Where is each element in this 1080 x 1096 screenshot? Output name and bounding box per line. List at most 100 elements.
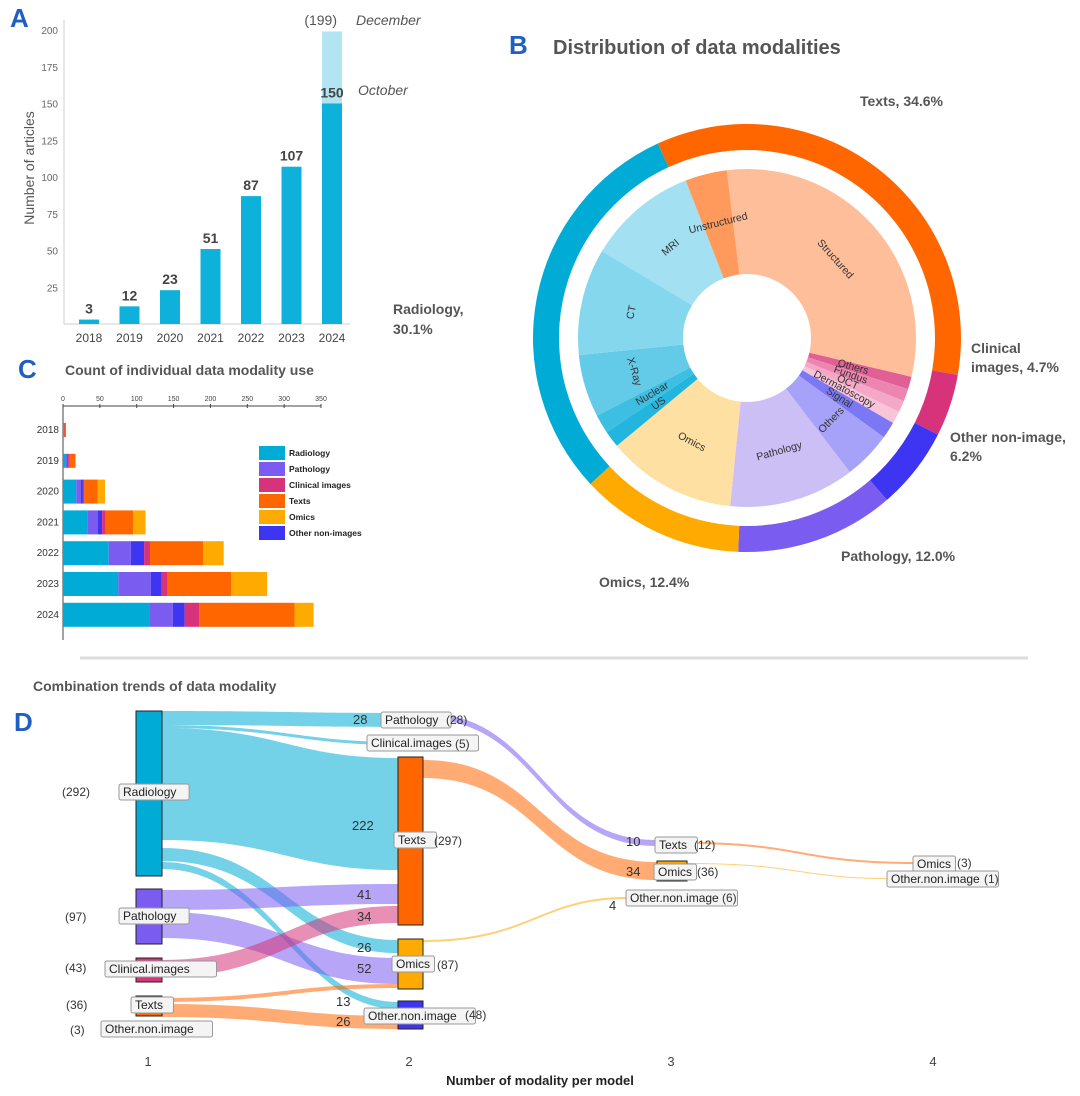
bar-2022-texts <box>149 541 204 566</box>
node-count: (5) <box>455 737 470 751</box>
x-tick-label: 2 <box>405 1054 412 1069</box>
panel-d: Combination trends of data modality D <box>14 678 999 1088</box>
legend-label-other-non-images: Other non-images <box>289 528 362 538</box>
current-note: October <box>358 82 409 98</box>
value-label: 107 <box>280 148 304 164</box>
y-tick-label: 2021 <box>37 517 60 528</box>
node-label-texts-col2: Texts (297) <box>393 831 462 849</box>
node-label-box <box>625 889 738 907</box>
y-tick-label: 2019 <box>37 456 60 467</box>
flow-value-label: 13 <box>336 994 350 1009</box>
inner-slice-unstructured <box>685 170 740 279</box>
outer-label-radiology: Radiology, 30.1% <box>393 301 464 337</box>
x-tick-label: 2023 <box>278 331 305 345</box>
node-label-text: Omics <box>396 957 430 971</box>
flow-value-label: 10 <box>626 834 640 849</box>
bar-2021-other-non-images <box>97 510 103 535</box>
node-count: (28) <box>446 713 467 727</box>
flow-value-label: 4 <box>609 898 616 913</box>
panel-b-title: Distribution of data modalities <box>553 37 841 59</box>
node-label-text: Texts <box>659 838 687 852</box>
bar-2018-clinical-images <box>63 423 65 437</box>
legend-swatch-radiology <box>259 446 285 460</box>
bar-2024 <box>322 103 342 324</box>
y-tick-label: 2024 <box>37 610 60 621</box>
sankey-node-labels: Radiology (292) Pathology (97) Clinical.imag… <box>62 711 999 1038</box>
bar-2023-radiology <box>63 572 119 596</box>
outer-slice-other-non-image <box>869 422 938 500</box>
legend-label-texts: Texts <box>289 496 311 506</box>
node-label-box <box>130 996 174 1014</box>
x-tick-label: 2022 <box>238 331 265 345</box>
outer-label-clinical-images: Clinical images, 4.7% <box>971 340 1059 375</box>
node-count: (97) <box>65 910 86 924</box>
outer-label-texts: Texts, 34.6% <box>860 93 944 109</box>
inner-slice-x-ray <box>578 344 691 416</box>
node-count: (297) <box>434 834 462 848</box>
node-label-radiology-col1: Radiology (292) <box>62 783 190 801</box>
node-label-text: Texts <box>135 998 163 1012</box>
x-tick-label: 350 <box>315 396 327 403</box>
sankey-links <box>162 711 915 1029</box>
inner-slice-fundus <box>806 357 909 402</box>
x-tick-label: 2024 <box>319 331 346 345</box>
node-label-text: Pathology <box>123 909 176 923</box>
node-count: (3) <box>957 856 972 870</box>
bar-2023 <box>281 166 302 324</box>
node-label-omics-col4: Omics (3) <box>912 855 972 873</box>
node-label-pathology-col1: Pathology (97) <box>65 907 190 925</box>
x-tick-label: 200 <box>205 396 217 403</box>
bar-2018-radiology <box>63 423 64 437</box>
link-radiology-texts <box>162 728 398 870</box>
flow-value-label: 26 <box>336 1014 350 1029</box>
bar-2019-clinical-images <box>68 453 70 468</box>
outer-ring <box>533 124 961 552</box>
node-count: (12) <box>694 838 715 852</box>
bar-2023-clinical-images <box>161 572 168 596</box>
bar-2021-texts <box>105 510 134 535</box>
legend-swatch-pathology <box>259 462 285 476</box>
y-tick-label: 175 <box>41 63 58 74</box>
outer-label-pathology: Pathology, 12.0% <box>841 548 956 564</box>
node-label-text: Other.non.image <box>630 891 719 905</box>
y-tick-label: 25 <box>47 283 59 294</box>
bar-2023-pathology <box>118 572 151 596</box>
node-label-box <box>366 734 479 752</box>
node-label-box <box>653 863 697 881</box>
panel-c-title: Count of individual data modality use <box>65 362 314 378</box>
inner-slice-us <box>606 373 698 446</box>
legend-label-omics: Omics <box>289 512 315 522</box>
link-texts-other <box>162 1004 398 1029</box>
panel-a: A Number of articles 2550751001251501752… <box>10 3 422 345</box>
value-label: 150 <box>320 85 344 101</box>
bar-2024-omics <box>294 602 314 627</box>
node-label-box <box>118 783 190 801</box>
inner-slice-oct <box>804 361 904 412</box>
node-count: (48) <box>465 1008 486 1022</box>
outer-label-clinical-line2: images, 4.7% <box>971 359 1059 375</box>
bar-2020-radiology <box>63 479 77 504</box>
bar-2022-clinical-images <box>144 541 150 566</box>
bar-2024-texts <box>199 602 295 627</box>
node-count: (1) <box>984 872 999 886</box>
bar-2021 <box>200 249 221 324</box>
panel-c-legend: Radiology Pathology Clinical images Texts Om… <box>259 446 362 540</box>
y-tick-label: 2022 <box>37 548 60 559</box>
y-tick-label: 2023 <box>37 579 60 590</box>
panel-d-xlabel: Number of modality per model <box>446 1073 634 1088</box>
bar-2019-other-non-images <box>67 453 69 468</box>
node-label-other-non-image-col3: Other.non.image (6) <box>625 889 738 907</box>
node-label-box <box>654 836 698 854</box>
node-label-text: Other.non.image <box>105 1022 194 1036</box>
inner-label-ct: CT <box>624 304 639 321</box>
bar-2020-texts <box>84 479 98 504</box>
legend-swatch-texts <box>259 494 285 508</box>
outer-slice-texts <box>657 124 961 375</box>
y-tick-label: 75 <box>47 210 59 221</box>
outer-label-other-line2: 6.2% <box>950 448 982 464</box>
bar-2022-pathology <box>108 541 131 566</box>
inner-slice-nuclear <box>596 367 694 433</box>
node-label-text: Omics <box>917 857 951 871</box>
x-tick-label: 0 <box>61 396 65 403</box>
outer-slice-clinical-images <box>914 370 958 435</box>
